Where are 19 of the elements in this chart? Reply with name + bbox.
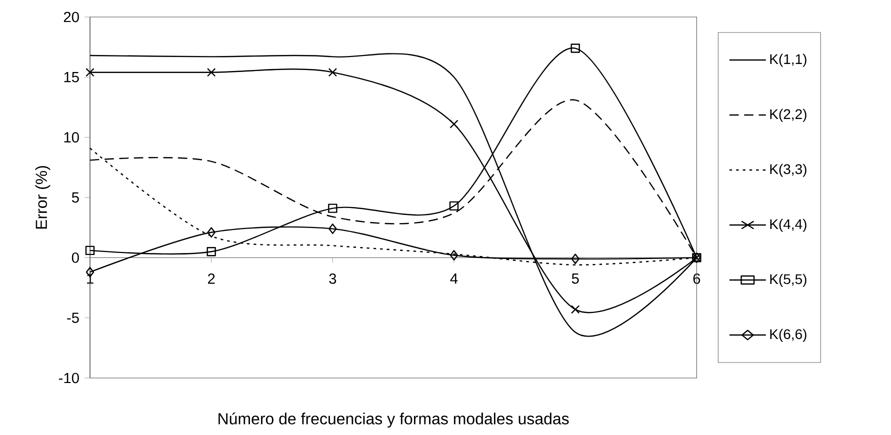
y-tick-label: -10 — [58, 372, 79, 384]
y-tick-label: 15 — [64, 72, 79, 82]
y-axis-title: Error (%) — [35, 166, 50, 229]
y-tick-label: 20 — [64, 12, 79, 22]
legend-label: K(3,3) — [770, 164, 806, 177]
legend-label: K(6,6) — [770, 328, 806, 342]
x-tick-label: 4 — [450, 274, 458, 284]
x-axis-title: Número de frecuencias y formas modales usadas — [218, 412, 569, 428]
y-tick-label: -5 — [67, 312, 79, 323]
x-tick-label: 2 — [208, 274, 215, 284]
legend-label: K(1,1) — [770, 54, 806, 67]
legend-label: K(5,5) — [770, 274, 806, 287]
y-tick-label: 0 — [72, 252, 79, 263]
x-tick-label: 3 — [329, 274, 336, 284]
legend-label: K(2,2) — [770, 108, 806, 122]
legend-label: K(4,4) — [770, 218, 806, 232]
x-tick-label: 5 — [572, 274, 579, 284]
y-tick-label: 5 — [72, 192, 79, 203]
y-tick-label: 10 — [64, 132, 79, 143]
